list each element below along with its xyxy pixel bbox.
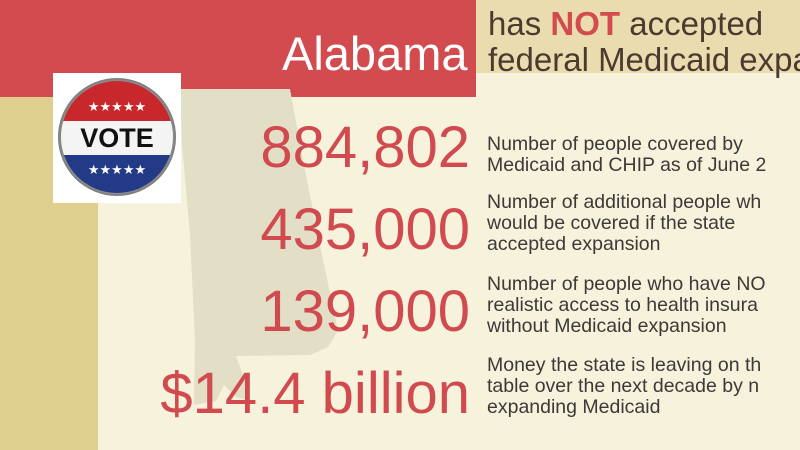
stat-description-line: accepted expansion [487,233,661,255]
stat-description-money: Money the state is leaving on th table o… [487,355,800,418]
stat-description-line: Number of people who have NO [487,273,766,295]
vote-button-image: ★★★★★ VOTE ★★★★★ [53,73,181,203]
headline-line-2: federal Medicaid expan [488,41,800,78]
stat-description-line: expanding Medicaid [487,396,661,418]
header-tan-banner [476,0,800,73]
stat-number-money: $14.4 billion [160,361,470,426]
stat-description-line: Number of additional people wh [487,191,762,213]
stat-description-additional: Number of additional people wh would be … [487,192,800,255]
headline-line-1: has NOT accepted [488,6,800,42]
vote-stars-bottom: ★★★★★ [88,163,146,178]
headline: has NOT accepted federal Medicaid expan [488,6,800,78]
state-title: Alabama [282,27,468,80]
stat-description-line: without Medicaid expansion [487,315,727,337]
stat-description-line: Money the state is leaving on th [487,354,762,376]
stat-description-line: would be covered if the state [487,212,736,234]
vote-pin-icon: ★★★★★ VOTE ★★★★★ [58,78,176,196]
stat-description-no-access: Number of people who have NO realistic a… [487,274,800,337]
headline-emphasis: NOT [550,5,621,42]
vote-label: VOTE [80,123,154,153]
vote-stars-top: ★★★★★ [88,100,146,115]
alabama-map-silhouette [180,89,338,405]
stat-description-line: Number of people covered by [487,133,743,155]
stat-description-line: Medicaid and CHIP as of June 2 [487,154,767,176]
stat-description-line: table over the next decade by n [487,375,760,397]
stat-number-covered: 884,802 [260,115,470,180]
stat-description-covered: Number of people covered by Medicaid and… [487,134,800,176]
stat-number-no-access: 139,000 [260,279,470,344]
headline-prefix: has [488,5,551,42]
stat-number-additional: 435,000 [260,197,470,262]
stat-description-line: realistic access to health insura [487,294,758,316]
headline-suffix: accepted [620,5,764,42]
